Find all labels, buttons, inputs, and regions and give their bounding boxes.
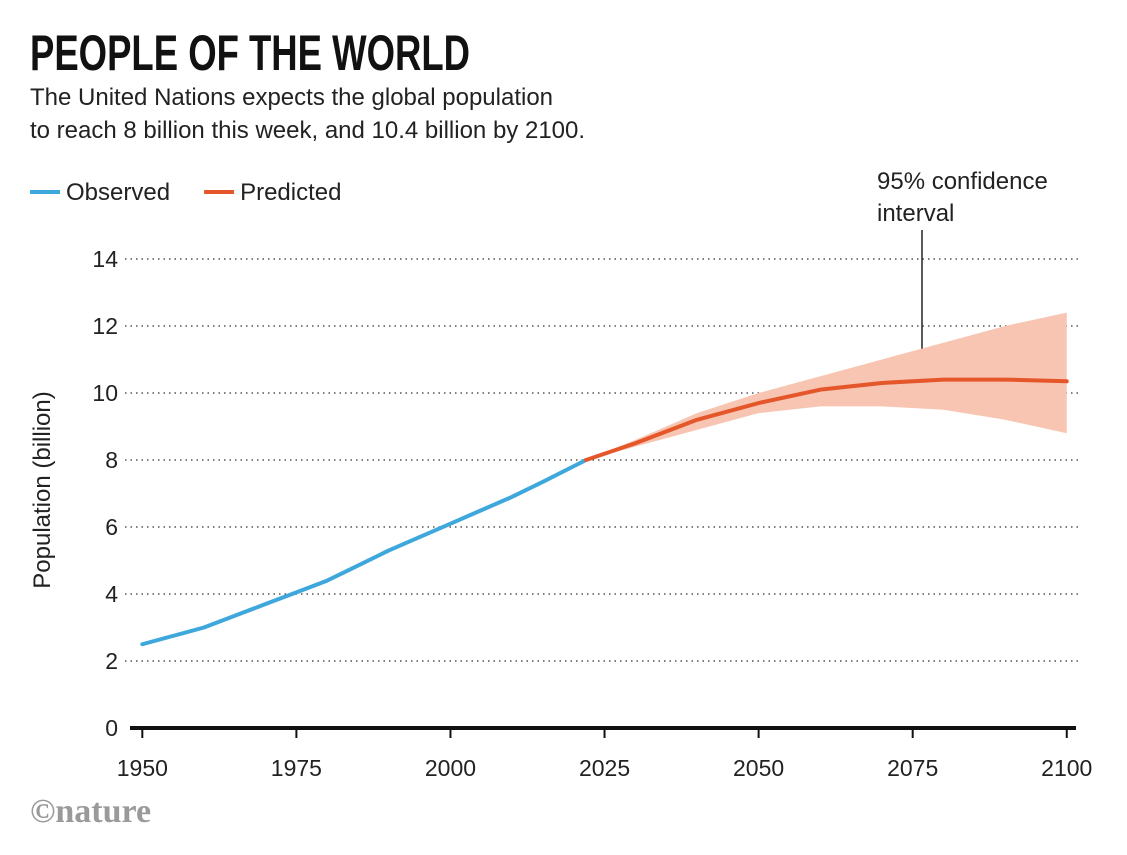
x-tick-label: 1950 (117, 755, 168, 781)
legend-label: Observed (66, 179, 170, 206)
y-tick-label: 2 (105, 648, 118, 674)
y-tick-label: 14 (92, 246, 118, 272)
subtitle: The United Nations expects the global po… (30, 84, 553, 111)
y-tick-label: 4 (105, 581, 118, 607)
y-tick-label: 6 (105, 514, 118, 540)
x-tick-label: 2100 (1041, 755, 1092, 781)
x-tick-label: 1975 (271, 755, 322, 781)
subtitle: to reach 8 billion this week, and 10.4 b… (30, 117, 585, 144)
legend-label: Predicted (240, 179, 341, 206)
y-tick-label: 12 (92, 313, 118, 339)
annotation: interval (877, 200, 954, 227)
chart-title: PEOPLE OF THE WORLD (30, 25, 470, 81)
x-tick-label: 2050 (733, 755, 784, 781)
annotation: 95% confidence (877, 168, 1048, 195)
credit: ©nature (30, 793, 151, 830)
data-line (584, 377, 1069, 462)
x-tick-label: 2025 (579, 755, 630, 781)
x-tick-label: 2075 (887, 755, 938, 781)
y-tick-label: 10 (92, 380, 118, 406)
y-tick-label: 0 (105, 715, 118, 741)
y-axis-label: Population (billion) (29, 391, 56, 588)
data-line (140, 458, 589, 647)
x-tick-label: 2000 (425, 755, 476, 781)
confidence-band (586, 312, 1067, 460)
y-tick-label: 8 (105, 447, 118, 473)
